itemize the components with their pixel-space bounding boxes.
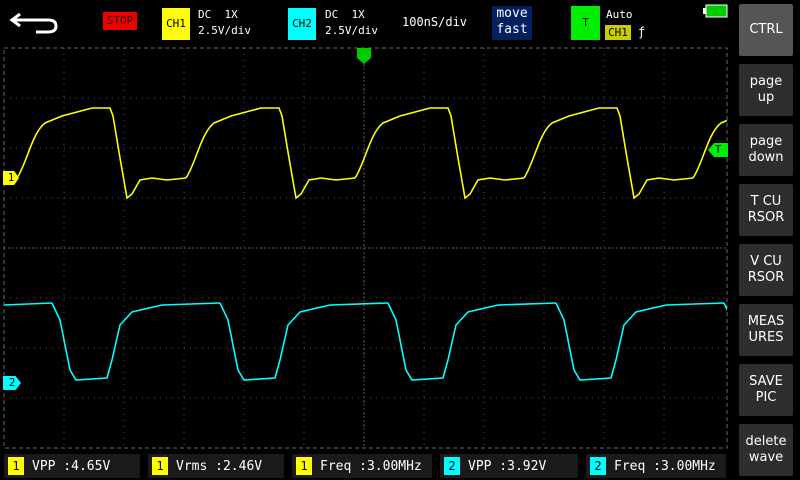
ch2-marker[interactable]: 2 bbox=[3, 376, 21, 390]
channel-chip: 2 bbox=[444, 457, 460, 475]
battery-icon bbox=[703, 4, 728, 18]
button-label: page bbox=[749, 74, 783, 89]
side-button[interactable]: CTRL bbox=[739, 4, 793, 56]
trigger-edge: ƒ bbox=[638, 25, 646, 39]
measurement: 2 VPP :3.92V bbox=[440, 454, 578, 478]
move-mode-line: move bbox=[496, 6, 528, 21]
side-button[interactable]: page up bbox=[739, 64, 793, 116]
ch2-label[interactable]: CH2 bbox=[288, 8, 316, 40]
trigger-position-marker[interactable] bbox=[357, 48, 371, 64]
trigger-mode: Auto bbox=[606, 8, 633, 21]
ch2-trace bbox=[4, 302, 727, 381]
ch2-coupling: DC 1X bbox=[325, 8, 365, 21]
button-label: up bbox=[757, 90, 775, 105]
move-mode-line: fast bbox=[496, 22, 528, 37]
measurement: 1 Vrms :2.46V bbox=[148, 454, 284, 478]
channel-chip: 1 bbox=[8, 457, 24, 475]
ch1-trace bbox=[16, 107, 727, 199]
side-button[interactable]: SAVE PIC bbox=[739, 364, 793, 416]
back-button[interactable] bbox=[8, 6, 62, 34]
measurement: 1 VPP :4.65V bbox=[4, 454, 140, 478]
ch1-scale: 2.5V/div bbox=[198, 24, 251, 37]
trigger-source: CH1 bbox=[605, 25, 631, 40]
button-label: delete bbox=[745, 434, 787, 449]
plot-border bbox=[3, 47, 728, 449]
measurement-text: VPP :4.65V bbox=[32, 458, 111, 474]
measurement-text: Freq :3.00MHz bbox=[320, 458, 422, 474]
ch2-scale: 2.5V/div bbox=[325, 24, 378, 37]
side-button[interactable]: delete wave bbox=[739, 424, 793, 476]
channel-chip: 2 bbox=[590, 457, 606, 475]
side-button[interactable]: T CU RSOR bbox=[739, 184, 793, 236]
button-label: CTRL bbox=[749, 22, 783, 37]
trigger-label[interactable]: T bbox=[571, 6, 600, 40]
button-label: SAVE bbox=[749, 374, 783, 389]
button-label: PIC bbox=[755, 390, 777, 405]
measurement-text: VPP :3.92V bbox=[468, 458, 547, 474]
grid bbox=[4, 48, 727, 448]
measurement: 2 Freq :3.00MHz bbox=[586, 454, 726, 478]
button-label: RSOR bbox=[747, 210, 785, 225]
button-label: RSOR bbox=[747, 270, 785, 285]
measurement: 1 Freq :3.00MHz bbox=[292, 454, 432, 478]
run-state[interactable]: STOP bbox=[103, 12, 137, 30]
channel-chip: 1 bbox=[296, 457, 312, 475]
button-label: T CU bbox=[750, 194, 782, 209]
button-label: V CU bbox=[750, 254, 782, 269]
move-mode[interactable]: move fast bbox=[492, 6, 532, 40]
button-label: URES bbox=[748, 330, 784, 345]
side-button[interactable]: MEAS URES bbox=[739, 304, 793, 356]
side-button[interactable]: page down bbox=[739, 124, 793, 176]
button-label: wave bbox=[748, 450, 784, 465]
ch1-label[interactable]: CH1 bbox=[162, 8, 190, 40]
waveform-plot bbox=[3, 47, 728, 449]
button-label: MEAS bbox=[747, 314, 785, 329]
side-button[interactable]: V CU RSOR bbox=[739, 244, 793, 296]
button-label: page bbox=[749, 134, 783, 149]
measurement-text: Vrms :2.46V bbox=[176, 458, 263, 474]
button-label: down bbox=[748, 150, 784, 165]
ch1-coupling: DC 1X bbox=[198, 8, 238, 21]
measurement-text: Freq :3.00MHz bbox=[614, 458, 716, 474]
trigger-level-marker[interactable]: T bbox=[708, 143, 728, 157]
timebase[interactable]: 100nS/div bbox=[402, 15, 468, 29]
ch1-marker[interactable]: 1 bbox=[3, 171, 19, 185]
channel-chip: 1 bbox=[152, 457, 168, 475]
